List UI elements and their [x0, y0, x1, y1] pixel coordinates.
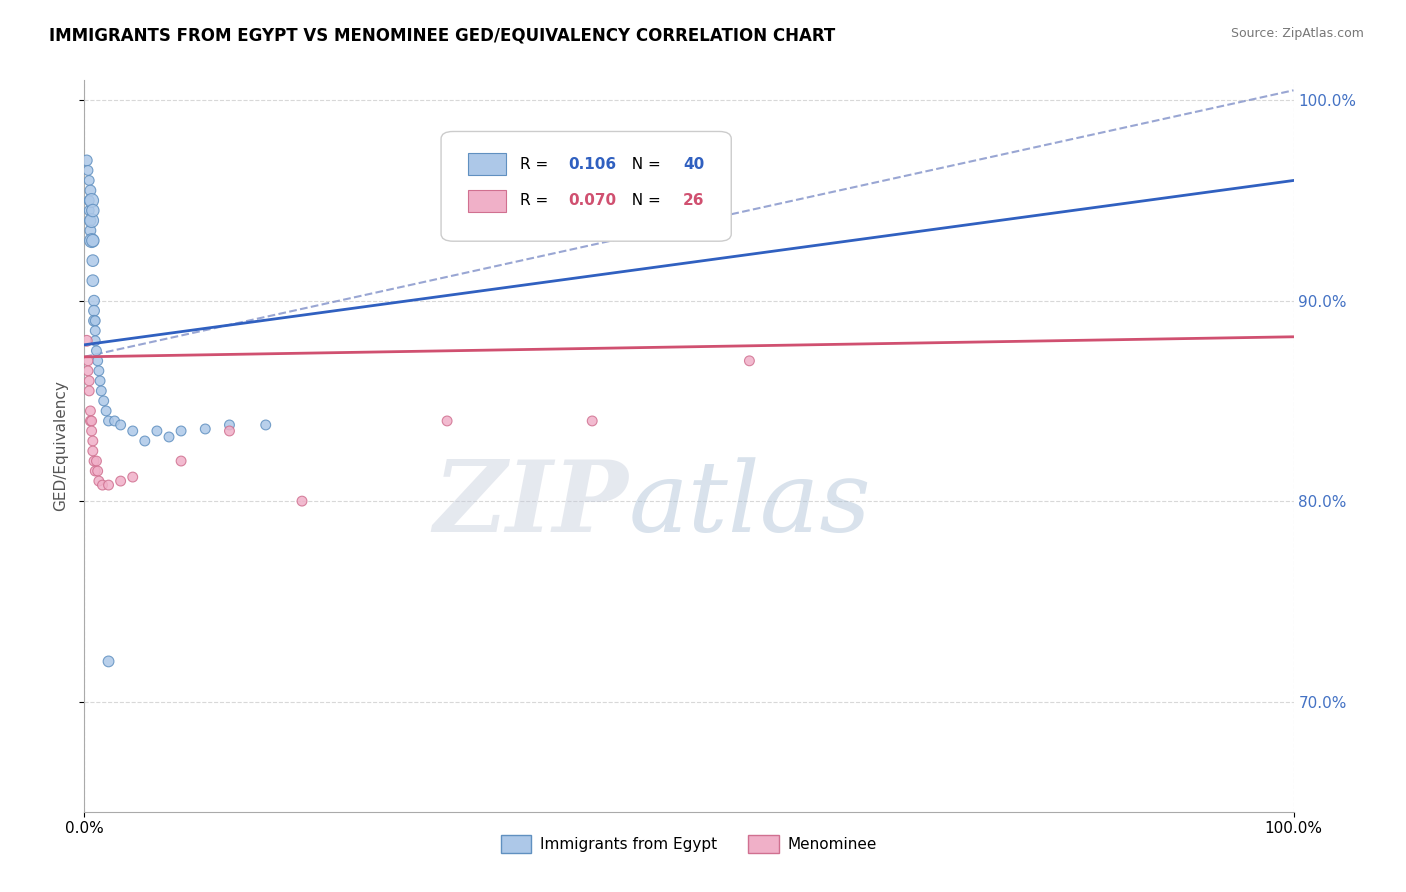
- Point: [94, 404, 117, 418]
- Point: [97, 478, 120, 492]
- Text: R =: R =: [520, 157, 553, 172]
- Text: atlas: atlas: [628, 457, 872, 552]
- Point: [76, 334, 98, 348]
- FancyBboxPatch shape: [468, 190, 506, 212]
- Point: [86, 454, 108, 468]
- Point: [77, 163, 100, 178]
- Point: [86, 464, 108, 478]
- Point: [80, 234, 103, 248]
- Point: [121, 424, 143, 438]
- Point: [87, 364, 110, 378]
- Point: [86, 354, 108, 368]
- Legend: Immigrants from Egypt, Menominee: Immigrants from Egypt, Menominee: [495, 829, 883, 859]
- Point: [82, 274, 104, 288]
- Text: R =: R =: [520, 194, 553, 209]
- Point: [82, 434, 104, 448]
- Y-axis label: GED/Equivalency: GED/Equivalency: [52, 381, 67, 511]
- Point: [84, 314, 107, 328]
- Point: [738, 354, 761, 368]
- Point: [82, 444, 104, 458]
- Point: [77, 203, 100, 218]
- Point: [254, 417, 277, 432]
- Point: [77, 173, 100, 187]
- Point: [80, 194, 103, 208]
- Point: [194, 422, 217, 436]
- Text: 0.070: 0.070: [568, 194, 616, 209]
- Point: [170, 424, 193, 438]
- Point: [80, 213, 103, 227]
- Point: [82, 234, 104, 248]
- FancyBboxPatch shape: [468, 153, 506, 176]
- Point: [134, 434, 156, 448]
- Point: [84, 334, 107, 348]
- Point: [84, 464, 107, 478]
- Point: [77, 194, 100, 208]
- Point: [291, 494, 314, 508]
- Point: [83, 314, 105, 328]
- Point: [91, 478, 114, 492]
- Point: [218, 417, 240, 432]
- Text: 26: 26: [683, 194, 704, 209]
- Point: [79, 184, 101, 198]
- Point: [110, 474, 132, 488]
- Text: IMMIGRANTS FROM EGYPT VS MENOMINEE GED/EQUIVALENCY CORRELATION CHART: IMMIGRANTS FROM EGYPT VS MENOMINEE GED/E…: [49, 27, 835, 45]
- Point: [89, 374, 111, 388]
- Point: [87, 474, 110, 488]
- Point: [83, 303, 105, 318]
- Point: [90, 384, 112, 398]
- Point: [76, 153, 98, 168]
- Point: [80, 414, 103, 428]
- Point: [121, 470, 143, 484]
- Point: [84, 324, 107, 338]
- Point: [79, 213, 101, 227]
- Point: [77, 364, 100, 378]
- Point: [93, 393, 115, 408]
- Point: [86, 343, 108, 358]
- Point: [79, 223, 101, 237]
- Point: [104, 414, 127, 428]
- Point: [97, 414, 120, 428]
- Point: [77, 384, 100, 398]
- Point: [82, 203, 104, 218]
- Text: N =: N =: [623, 157, 666, 172]
- Point: [79, 404, 101, 418]
- Text: Source: ZipAtlas.com: Source: ZipAtlas.com: [1230, 27, 1364, 40]
- Text: ZIP: ZIP: [433, 457, 628, 553]
- Point: [436, 414, 458, 428]
- Text: 0.106: 0.106: [568, 157, 616, 172]
- Point: [170, 454, 193, 468]
- Point: [83, 293, 105, 308]
- Point: [146, 424, 169, 438]
- Point: [218, 424, 240, 438]
- Point: [77, 354, 100, 368]
- Point: [157, 430, 180, 444]
- Point: [581, 414, 603, 428]
- Point: [80, 424, 103, 438]
- Point: [77, 374, 100, 388]
- Point: [79, 414, 101, 428]
- Point: [82, 253, 104, 268]
- Text: 40: 40: [683, 157, 704, 172]
- Point: [110, 417, 132, 432]
- Point: [97, 655, 120, 669]
- Point: [83, 454, 105, 468]
- Text: N =: N =: [623, 194, 666, 209]
- FancyBboxPatch shape: [441, 131, 731, 241]
